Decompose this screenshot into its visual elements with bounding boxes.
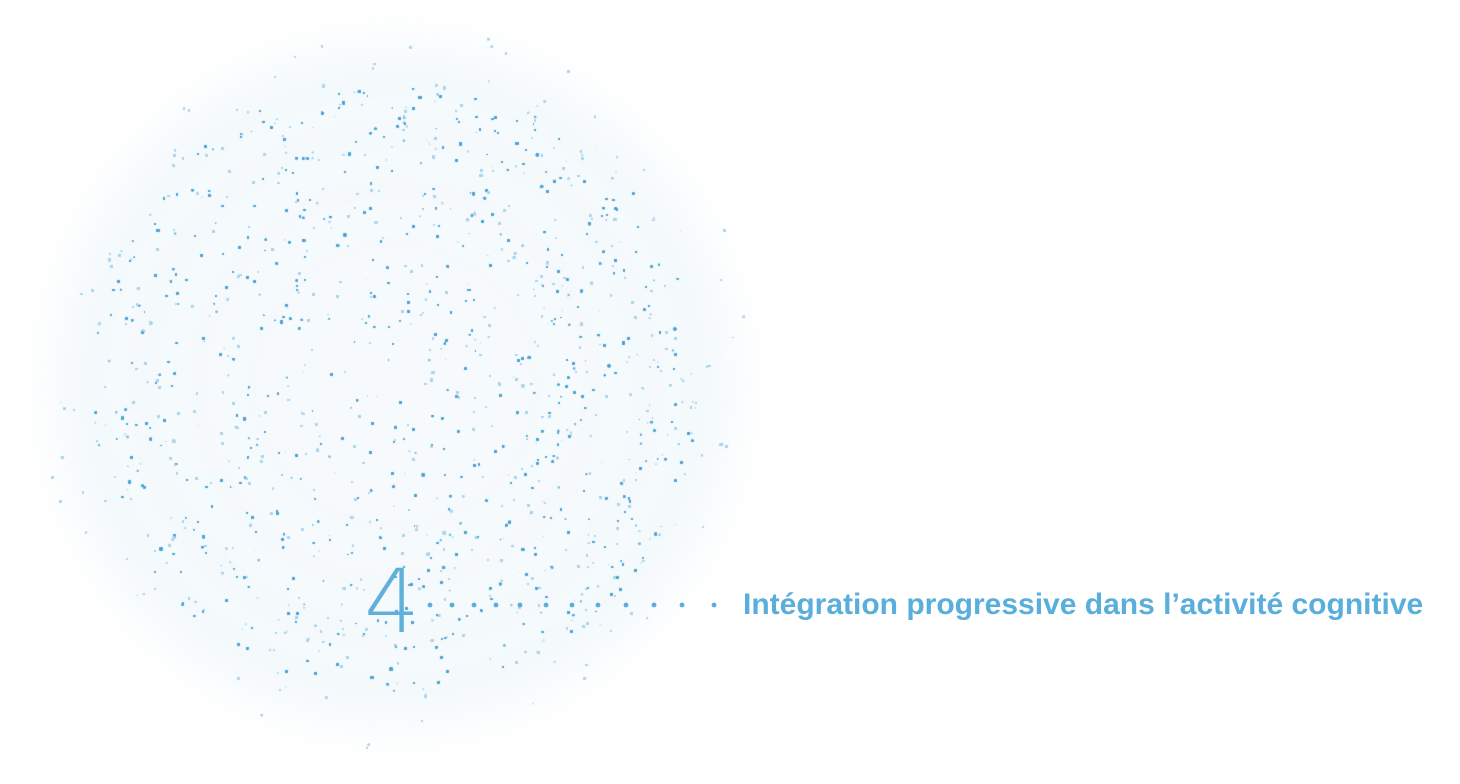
step-number: 4 [364,550,420,653]
leader-dot [711,602,717,608]
leader-dot [543,602,549,608]
leader-dot [679,602,685,608]
leader-dot [623,602,629,608]
leader-dot [493,602,499,608]
leader-dot [449,602,455,608]
leader-dot [427,602,433,608]
leader-dot [569,602,575,608]
leader-dot [595,602,601,608]
leader-dot [651,602,657,608]
step-label: Intégration progressive dans l’activité … [743,588,1424,621]
leader-dot [471,602,477,608]
leader-dot [517,602,523,608]
